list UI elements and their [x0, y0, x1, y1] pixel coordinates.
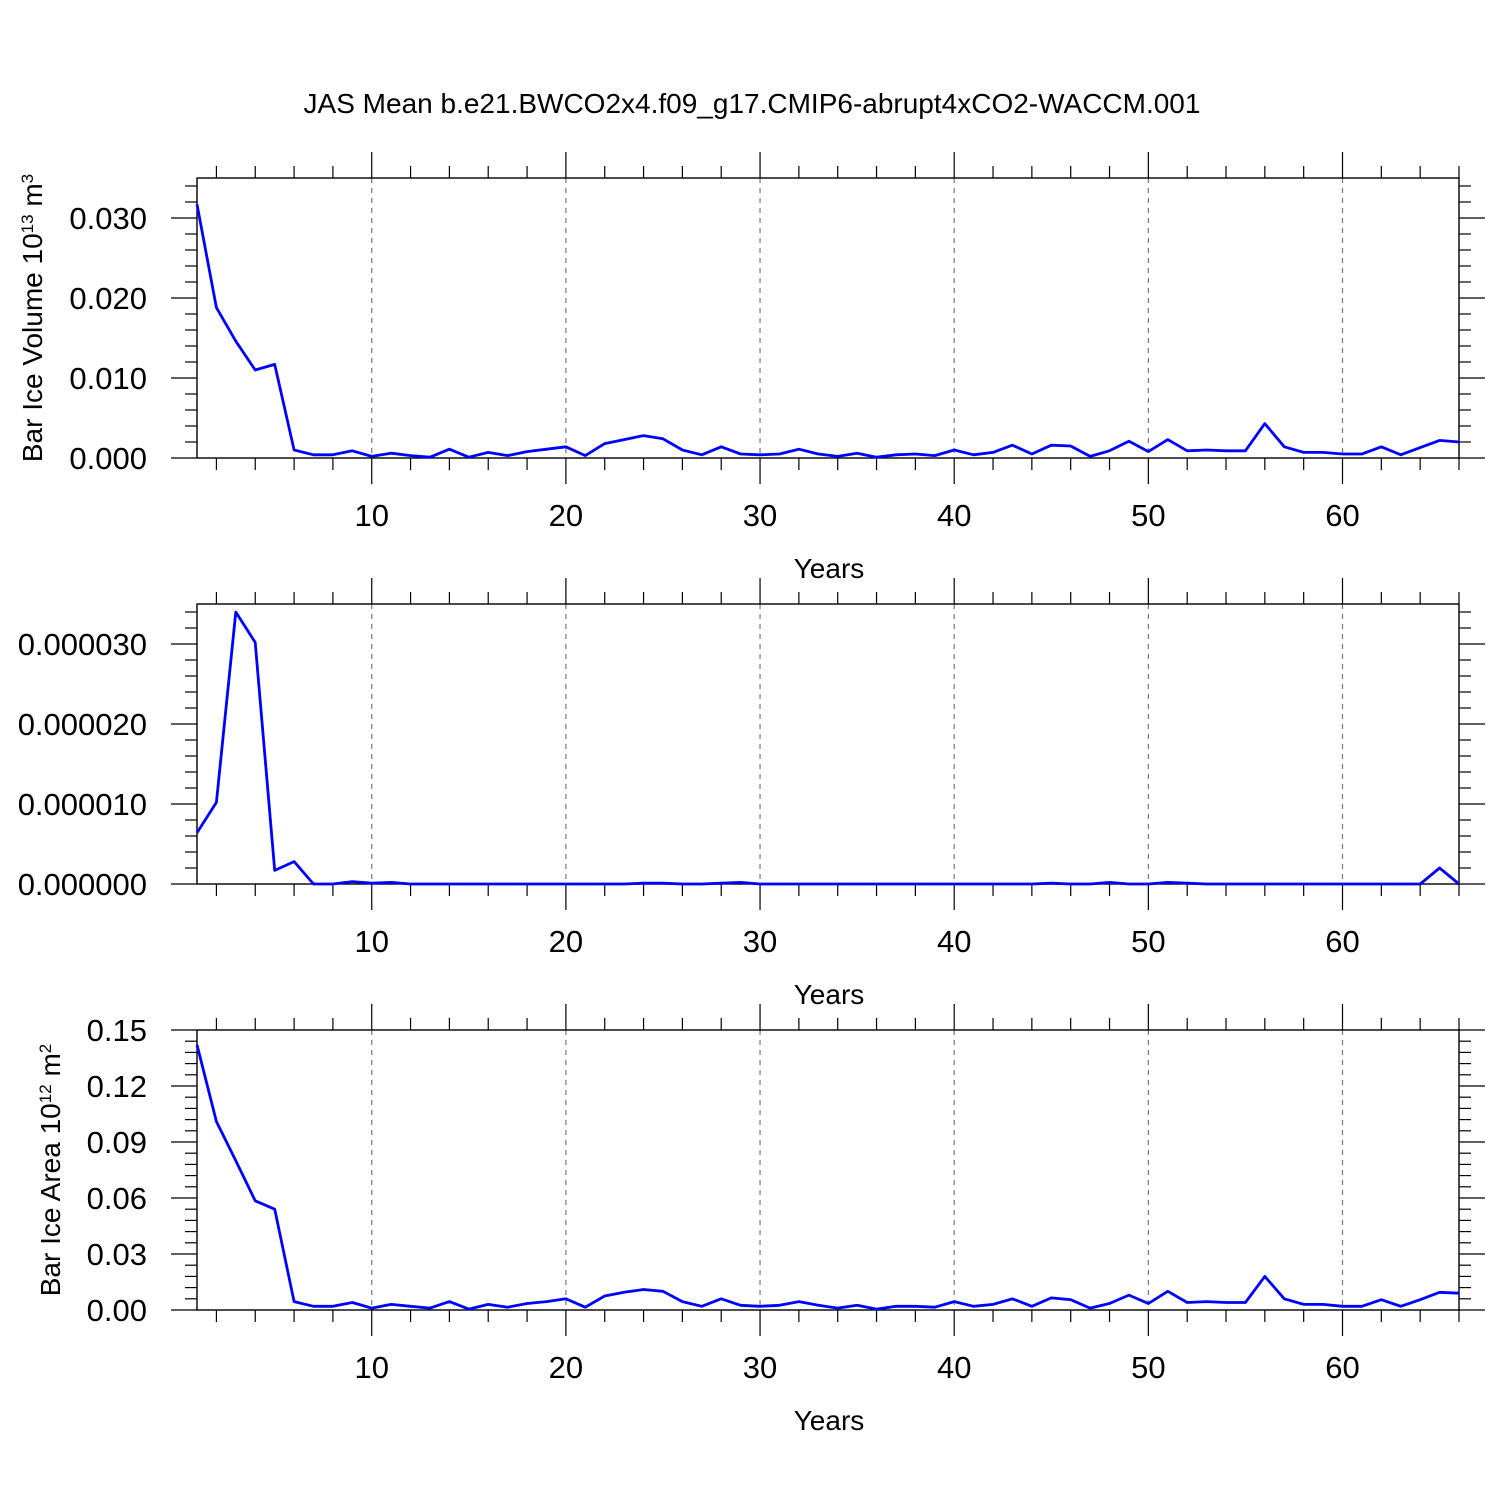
y-tick-label: 0.000010 [18, 787, 147, 822]
y-tick-label: 0.030 [69, 201, 147, 236]
y-tick-label: 0.03 [87, 1237, 147, 1272]
x-tick-label: 10 [354, 1350, 388, 1385]
y-tick-label: 0.06 [87, 1181, 147, 1216]
plot-frame [196, 1029, 1460, 1311]
y-tick-label: 0.00 [87, 1293, 147, 1328]
x-axis-label: Years [794, 1405, 865, 1436]
y-tick-label: 0.000020 [18, 707, 147, 742]
x-tick-label: 40 [937, 498, 971, 533]
y-tick-label: 0.12 [87, 1069, 147, 1104]
x-tick-label: 60 [1325, 498, 1359, 533]
y-tick-label: 0.020 [69, 281, 147, 316]
x-tick-label: 30 [743, 924, 777, 959]
x-tick-label: 20 [549, 1350, 583, 1385]
series-line-1 [195, 1044, 1460, 1311]
x-axis-label: Years [794, 553, 865, 584]
x-tick-label: 50 [1131, 924, 1165, 959]
y-tick-label: 0.010 [69, 361, 147, 396]
x-tick-label: 50 [1131, 1350, 1165, 1385]
figure-title: JAS Mean b.e21.BWCO2x4.f09_g17.CMIP6-abr… [304, 88, 1201, 119]
x-tick-label: 50 [1131, 498, 1165, 533]
y-tick-label: 0.000 [69, 441, 147, 476]
y-tick-label: 0.000030 [18, 627, 147, 662]
x-tick-label: 20 [549, 498, 583, 533]
series-line-1 [195, 610, 1460, 886]
x-tick-label: 60 [1325, 1350, 1359, 1385]
x-tick-label: 40 [937, 924, 971, 959]
x-tick-label: 10 [354, 924, 388, 959]
y-axis-label: Bar Ice Area 1012 m2 [35, 1044, 66, 1297]
plot-frame [196, 603, 1460, 885]
y-tick-label: 0.000000 [18, 867, 147, 902]
x-tick-label: 20 [549, 924, 583, 959]
x-tick-label: 60 [1325, 924, 1359, 959]
y-tick-label: 0.09 [87, 1125, 147, 1160]
x-tick-label: 30 [743, 498, 777, 533]
plot-frame [196, 177, 1460, 459]
x-axis-label: Years [794, 979, 865, 1010]
chart-panel-2: 0.000000 0.000010 0.000020 0.000030 10 20 30 40… [18, 578, 1485, 1010]
series-line-1 [195, 204, 1460, 459]
chart-panel-1: 0.000 0.010 0.020 0.030 10 20 30 40 50 60 Years Bar… [17, 152, 1485, 584]
y-axis-label: Bar Ice Volume 1013 m3 [17, 174, 48, 462]
x-tick-label: 30 [743, 1350, 777, 1385]
x-tick-label: 10 [354, 498, 388, 533]
chart-panel-3: 0.00 0.03 0.06 0.09 0.12 0.15 10 20 30 40 50 60 Year… [35, 1004, 1485, 1436]
x-tick-label: 40 [937, 1350, 971, 1385]
y-tick-label: 0.15 [87, 1013, 147, 1048]
